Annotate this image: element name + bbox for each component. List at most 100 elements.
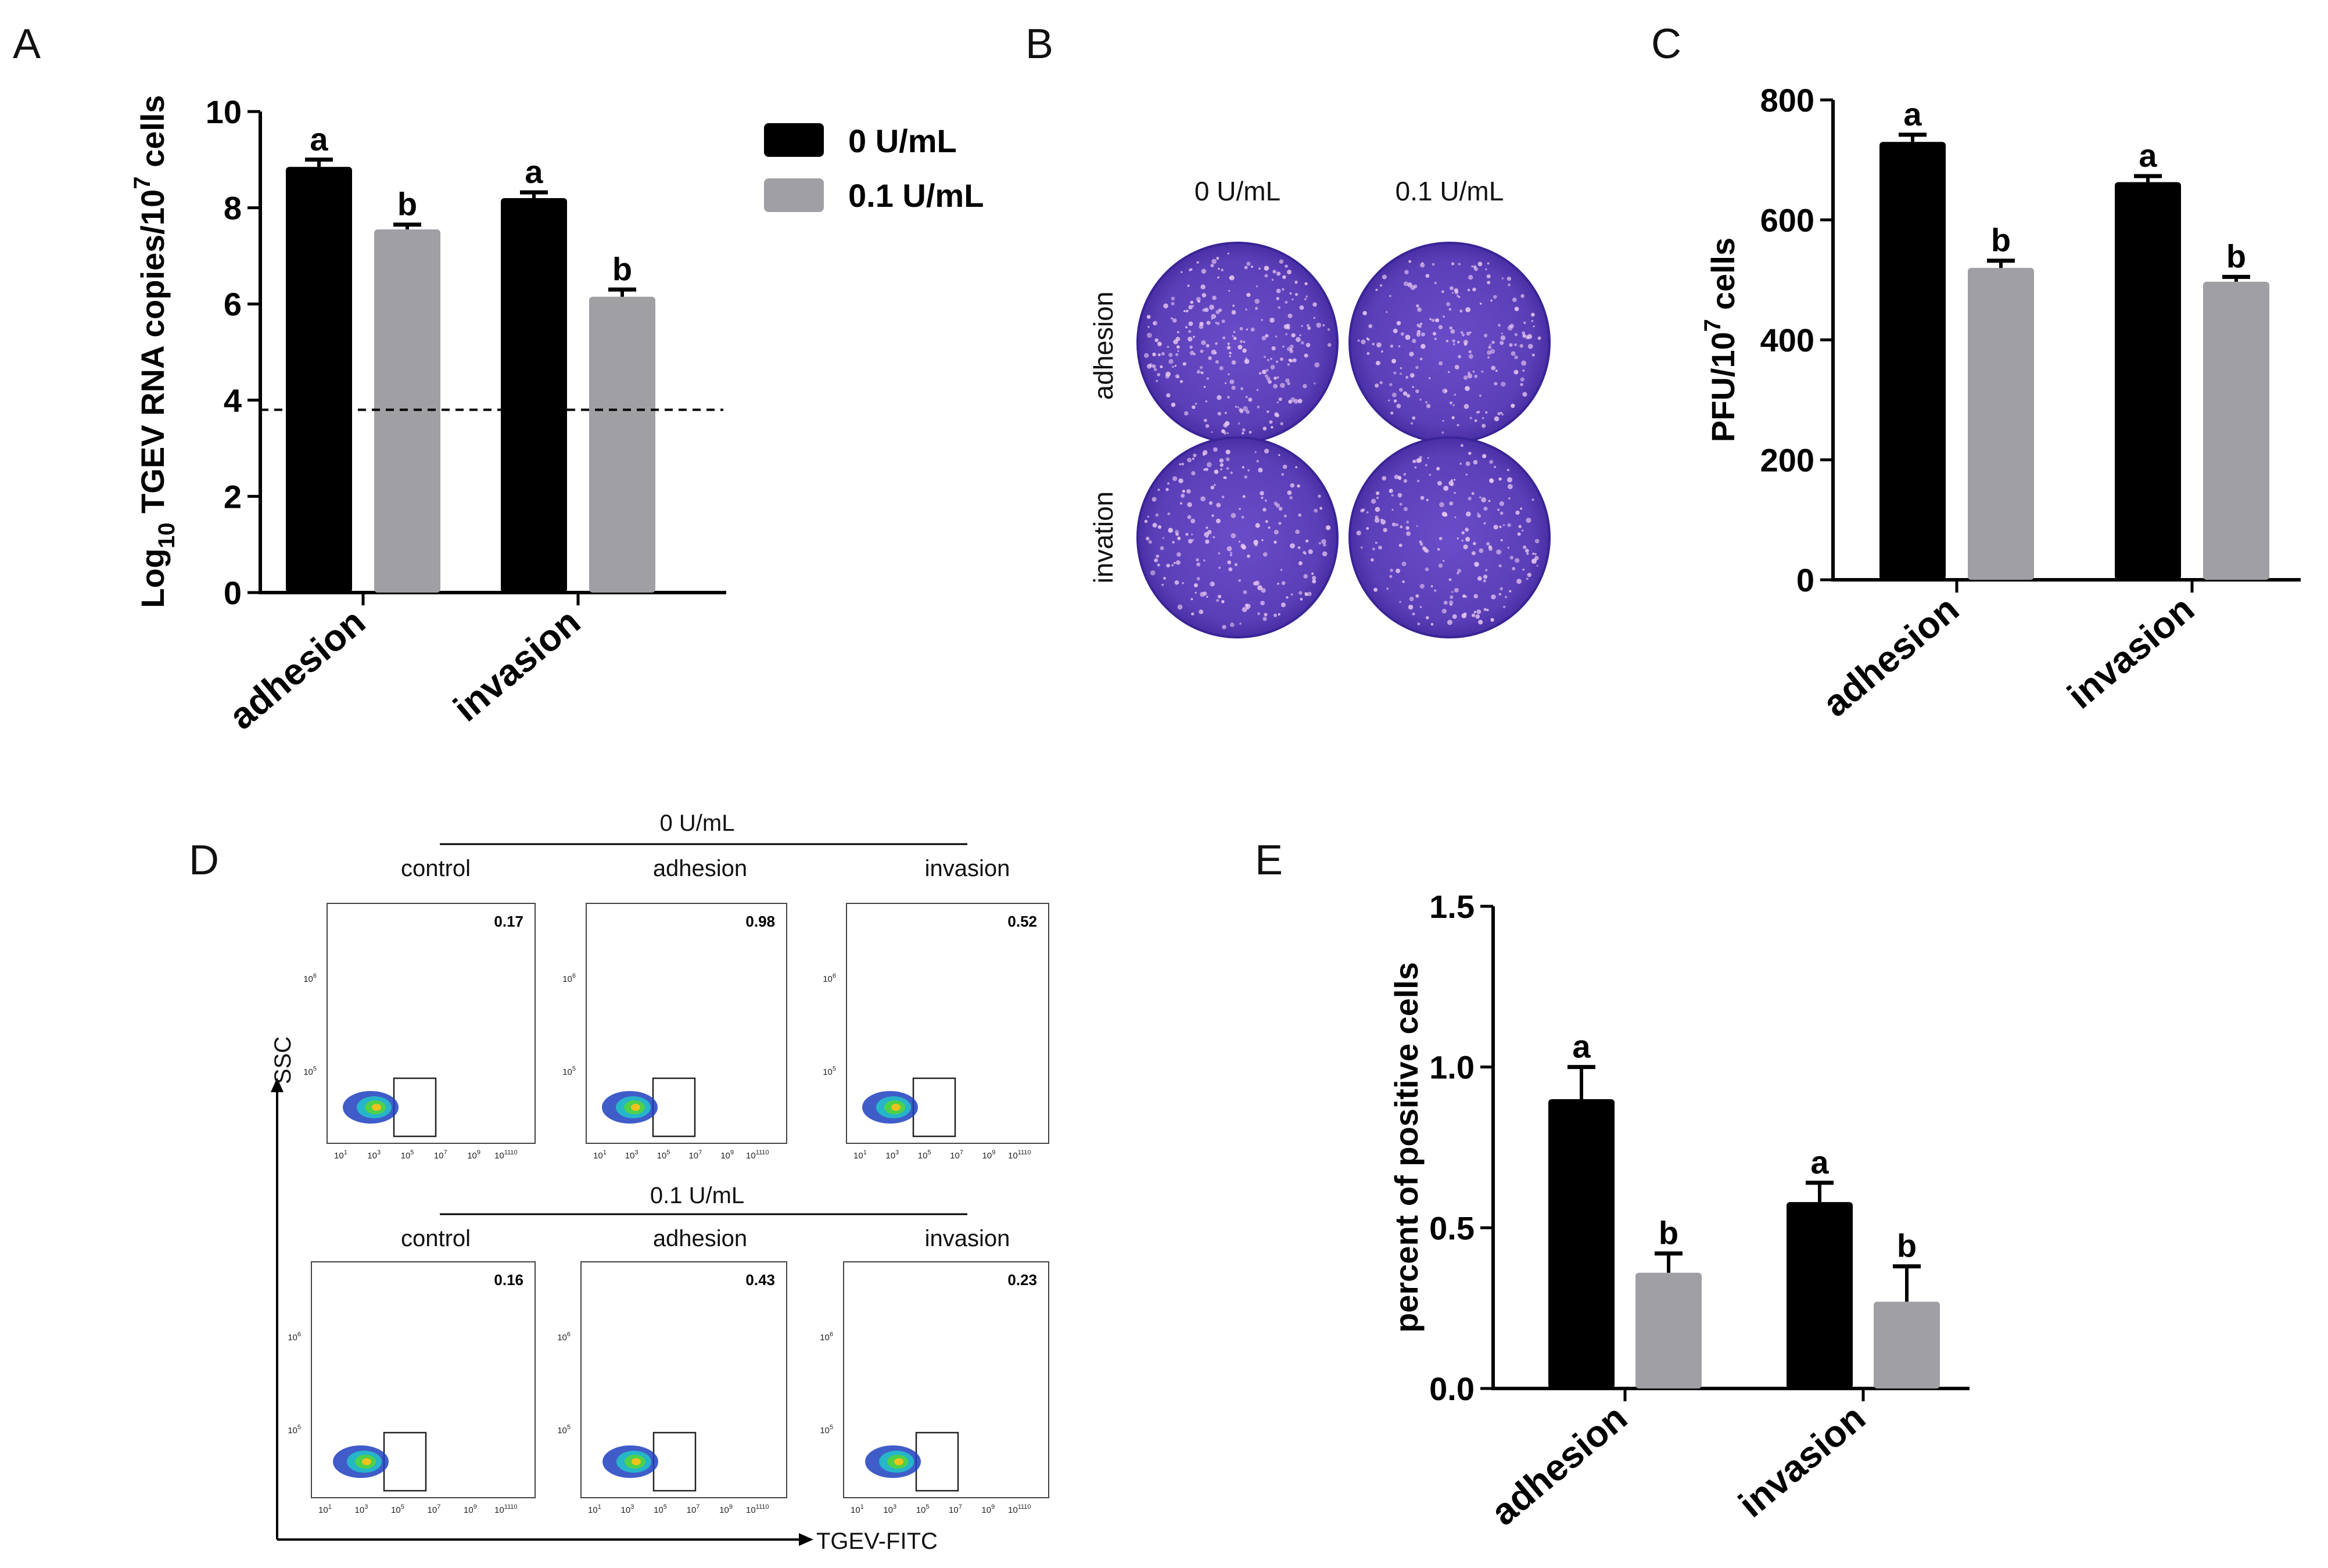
plaque-spot: [1215, 321, 1217, 324]
plaque-spot: [1190, 518, 1196, 523]
plaque-spot: [1418, 325, 1422, 328]
plaque-spot: [1292, 358, 1297, 363]
plaque-spot: [1449, 501, 1454, 506]
plaque-spot: [1219, 458, 1224, 463]
plaque-spot: [1287, 313, 1293, 318]
plaque-spot: [1507, 523, 1511, 528]
plaque-spot: [1405, 526, 1409, 530]
plaque-spot: [1474, 419, 1477, 422]
plaque-spot: [1514, 355, 1518, 360]
plaque-spot: [1228, 373, 1230, 376]
plaque-spot: [1370, 558, 1374, 562]
plaque-spot: [1402, 391, 1408, 396]
plaque-spot: [1498, 564, 1502, 568]
plaque-spot: [1201, 340, 1206, 345]
flow-y-tick: 106: [288, 1331, 301, 1343]
plaque-spot: [1203, 468, 1206, 471]
plaque-spot: [1218, 566, 1221, 569]
plaque-spot: [1463, 544, 1468, 550]
plaque-spot: [1399, 387, 1403, 392]
flow-gate: [912, 1077, 956, 1138]
tick-exp: 5: [313, 1065, 317, 1072]
plaque-spot: [1191, 471, 1196, 476]
plaque-spot: [1373, 587, 1378, 592]
plaque-spot: [1304, 298, 1307, 300]
plaque-spot: [1426, 498, 1429, 501]
plaque-spot: [1231, 310, 1236, 315]
plaque-spot: [1515, 510, 1520, 515]
plaque-spot: [1289, 496, 1293, 500]
plaque-spot: [1221, 320, 1225, 323]
plaque-spot: [1500, 335, 1506, 340]
plaque-spot: [1253, 582, 1257, 586]
flow-plot-frame: [327, 903, 536, 1144]
flow-x-tick: 107: [687, 1504, 700, 1515]
plaque-spot: [1268, 379, 1272, 384]
plaque-spot: [1154, 338, 1158, 342]
plaque-spot: [1271, 426, 1274, 429]
y-axis-title-part: cells: [1705, 238, 1741, 319]
plaque-spot: [1393, 328, 1398, 333]
plaque-spot: [1188, 539, 1193, 544]
plaque-spot: [1361, 508, 1365, 512]
plaque-spot: [1229, 355, 1231, 357]
y-axis-title: percent of positive cells: [1388, 962, 1425, 1333]
plaque-spot: [1467, 374, 1473, 379]
plaque-spot: [1454, 587, 1459, 593]
plaque-spot: [1206, 595, 1208, 598]
plaque-spot: [1465, 386, 1470, 391]
plaque-spot: [1188, 330, 1192, 333]
plaque-spot: [1301, 325, 1303, 327]
plaque-spot: [1454, 364, 1459, 369]
plaque-spot: [1203, 450, 1208, 455]
plaque-spot: [1211, 318, 1213, 320]
tick-part: 10: [494, 1505, 504, 1515]
plaque-spot: [1147, 515, 1149, 518]
plaque-spot: [1280, 569, 1283, 571]
plaque-spot: [1206, 321, 1211, 325]
plaque-spot: [1264, 274, 1268, 278]
plaque-spot: [1182, 362, 1186, 366]
plaque-spot: [1362, 311, 1367, 315]
sig-label: a: [1903, 96, 1922, 132]
plaque-spot: [1289, 349, 1293, 353]
plaque-spot: [1171, 296, 1175, 301]
plaque-spot: [1286, 324, 1290, 328]
plaque-spot: [1180, 502, 1182, 505]
sig-label: a: [310, 121, 328, 157]
plaque-spot: [1419, 606, 1422, 608]
plaque-spot: [1214, 351, 1217, 354]
plaque-spot: [1230, 551, 1233, 554]
plaque-spot: [1461, 613, 1467, 619]
flow-x-tick-last: 101110: [494, 1504, 518, 1515]
plaque-spot: [1239, 326, 1243, 331]
plaque-spot: [1245, 396, 1248, 399]
plaque-spot: [1388, 399, 1390, 402]
tick-base: 10: [823, 1067, 833, 1077]
flow-y-tick: 105: [557, 1424, 571, 1436]
plaque-spot: [1496, 549, 1502, 555]
plaque-spot: [1397, 493, 1402, 498]
plaque-spot: [1366, 338, 1370, 341]
plaque-spot: [1366, 351, 1370, 356]
plaque-spot: [1457, 569, 1461, 573]
plaque-spot: [1375, 383, 1379, 388]
bar-adhesion-0: [286, 167, 352, 593]
plaque-spot: [1166, 564, 1170, 568]
plaque-spot: [1465, 595, 1468, 598]
plaque-spot: [1227, 252, 1229, 254]
plaque-spot: [1491, 340, 1495, 344]
plaque-spot: [1211, 314, 1217, 319]
flow-x-tick: 103: [355, 1504, 368, 1515]
tick-exp: 6: [567, 1331, 571, 1338]
plaque-spot: [1246, 293, 1251, 297]
plaque-spot: [1206, 377, 1210, 380]
plaque-spot: [1398, 476, 1402, 480]
plaque-spot: [1258, 468, 1263, 473]
plaque-spot: [1419, 584, 1425, 589]
plaque-spot: [1175, 532, 1179, 536]
plaque-spot: [1417, 622, 1421, 626]
flow-x-tick: 107: [950, 1149, 963, 1161]
legend-label-1: 0.1 U/mL: [848, 177, 984, 214]
plaque-spot: [1471, 265, 1473, 268]
